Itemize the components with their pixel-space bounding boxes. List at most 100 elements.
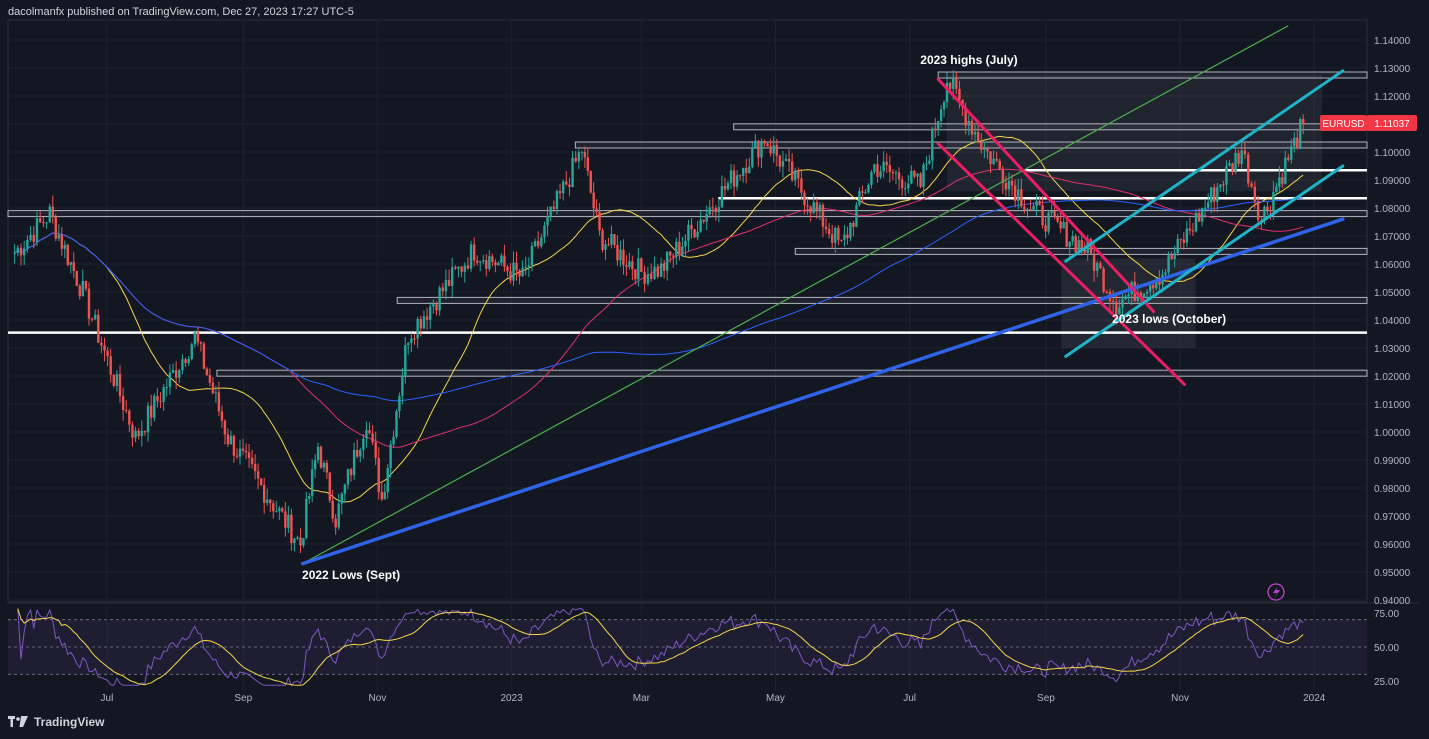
candle-body <box>299 537 302 546</box>
candle-body <box>675 241 678 257</box>
candle-body <box>343 484 347 494</box>
candle-body <box>444 279 448 292</box>
candle-body <box>650 274 653 279</box>
candle-body <box>290 514 293 544</box>
candle-body <box>622 249 625 266</box>
candle-body <box>275 511 278 513</box>
candle-body <box>729 170 733 184</box>
candle-body <box>235 455 239 457</box>
candle-body <box>646 274 650 284</box>
candle-body <box>482 260 485 262</box>
blue-support-trendline <box>300 217 1345 566</box>
candle-body <box>864 192 867 194</box>
candle-body <box>205 368 209 376</box>
candle-body <box>337 503 340 528</box>
candle-body <box>659 263 663 277</box>
candle-body <box>1056 216 1059 222</box>
candle-body <box>705 214 708 222</box>
candle-body <box>84 280 88 289</box>
candle-body <box>922 164 925 187</box>
candle-body <box>942 102 946 110</box>
level-zone <box>396 296 1368 304</box>
candle-body <box>93 314 97 320</box>
candle-body <box>601 230 604 250</box>
candle-body <box>281 508 284 512</box>
candle-body <box>1256 201 1260 221</box>
x-tick-label: Jul <box>101 693 114 704</box>
candle-body <box>253 463 257 472</box>
candle-body <box>558 191 562 194</box>
y-tick-label: 0.97000 <box>1374 512 1411 523</box>
candle-body <box>711 207 714 209</box>
candle-body <box>143 430 147 433</box>
candle-body <box>1074 236 1077 253</box>
candle-body <box>681 246 684 255</box>
candle-body <box>1287 157 1290 160</box>
candle-body <box>78 285 81 297</box>
candle-body <box>1145 291 1149 294</box>
tradingview-brand[interactable]: TradingView <box>8 715 104 729</box>
candle-body <box>389 444 392 469</box>
candle-body <box>894 172 898 174</box>
candle-body <box>631 261 634 270</box>
candle-body <box>634 269 637 280</box>
candle-body <box>995 158 998 161</box>
candle-body <box>708 207 711 215</box>
candle-body <box>948 82 952 89</box>
candle-body <box>800 178 803 193</box>
candle-body <box>1050 211 1053 213</box>
candle-body <box>334 518 337 528</box>
y-tick-label: 1.00000 <box>1374 428 1411 439</box>
candle-body <box>772 145 775 154</box>
candle-body <box>897 172 901 180</box>
candle-body <box>803 192 806 206</box>
last-price-label: 1.11037 <box>1374 119 1410 130</box>
candle-body <box>60 235 63 249</box>
y-tick-label: 1.07000 <box>1374 232 1411 243</box>
candle-body <box>368 430 371 434</box>
candle-body <box>907 183 910 189</box>
candle-body <box>401 375 404 396</box>
candle-body <box>637 258 640 280</box>
candle-body <box>1281 177 1284 184</box>
candle-body <box>812 202 815 213</box>
candle-body <box>416 318 419 339</box>
candle-body <box>1243 150 1247 155</box>
candle-body <box>256 471 260 479</box>
candle-body <box>696 231 699 238</box>
candle-body <box>888 165 892 172</box>
candle-body <box>717 207 721 212</box>
candle-body <box>1044 225 1047 232</box>
candle-body <box>284 511 287 528</box>
candle-body <box>876 164 879 177</box>
candle-body <box>1118 307 1121 315</box>
candle-body <box>1231 163 1234 171</box>
candle-body <box>843 234 846 240</box>
candle-body <box>75 270 78 286</box>
rsi-line <box>17 607 1304 687</box>
candle-body <box>1240 150 1243 164</box>
candle-body <box>272 503 275 512</box>
candle-body <box>29 234 32 240</box>
y-tick-label: 1.13000 <box>1374 64 1411 75</box>
candle-body <box>181 359 184 371</box>
candle-body <box>217 392 221 412</box>
candle-body <box>87 288 91 319</box>
candle-body <box>616 244 619 261</box>
candle-body <box>916 173 919 177</box>
x-tick-label: Nov <box>1171 693 1189 704</box>
candle-body <box>1290 146 1293 160</box>
candle-body <box>178 370 181 378</box>
candle-body <box>748 166 751 174</box>
candle-body <box>476 260 479 263</box>
candle-body <box>211 382 215 394</box>
candle-body <box>1216 187 1219 202</box>
candle-body <box>457 266 460 269</box>
candle-body <box>229 435 233 445</box>
candle-body <box>589 171 592 193</box>
candle-body <box>925 163 928 165</box>
candle-body <box>1302 119 1305 124</box>
candle-body <box>846 234 849 239</box>
candle-body <box>1077 240 1080 253</box>
